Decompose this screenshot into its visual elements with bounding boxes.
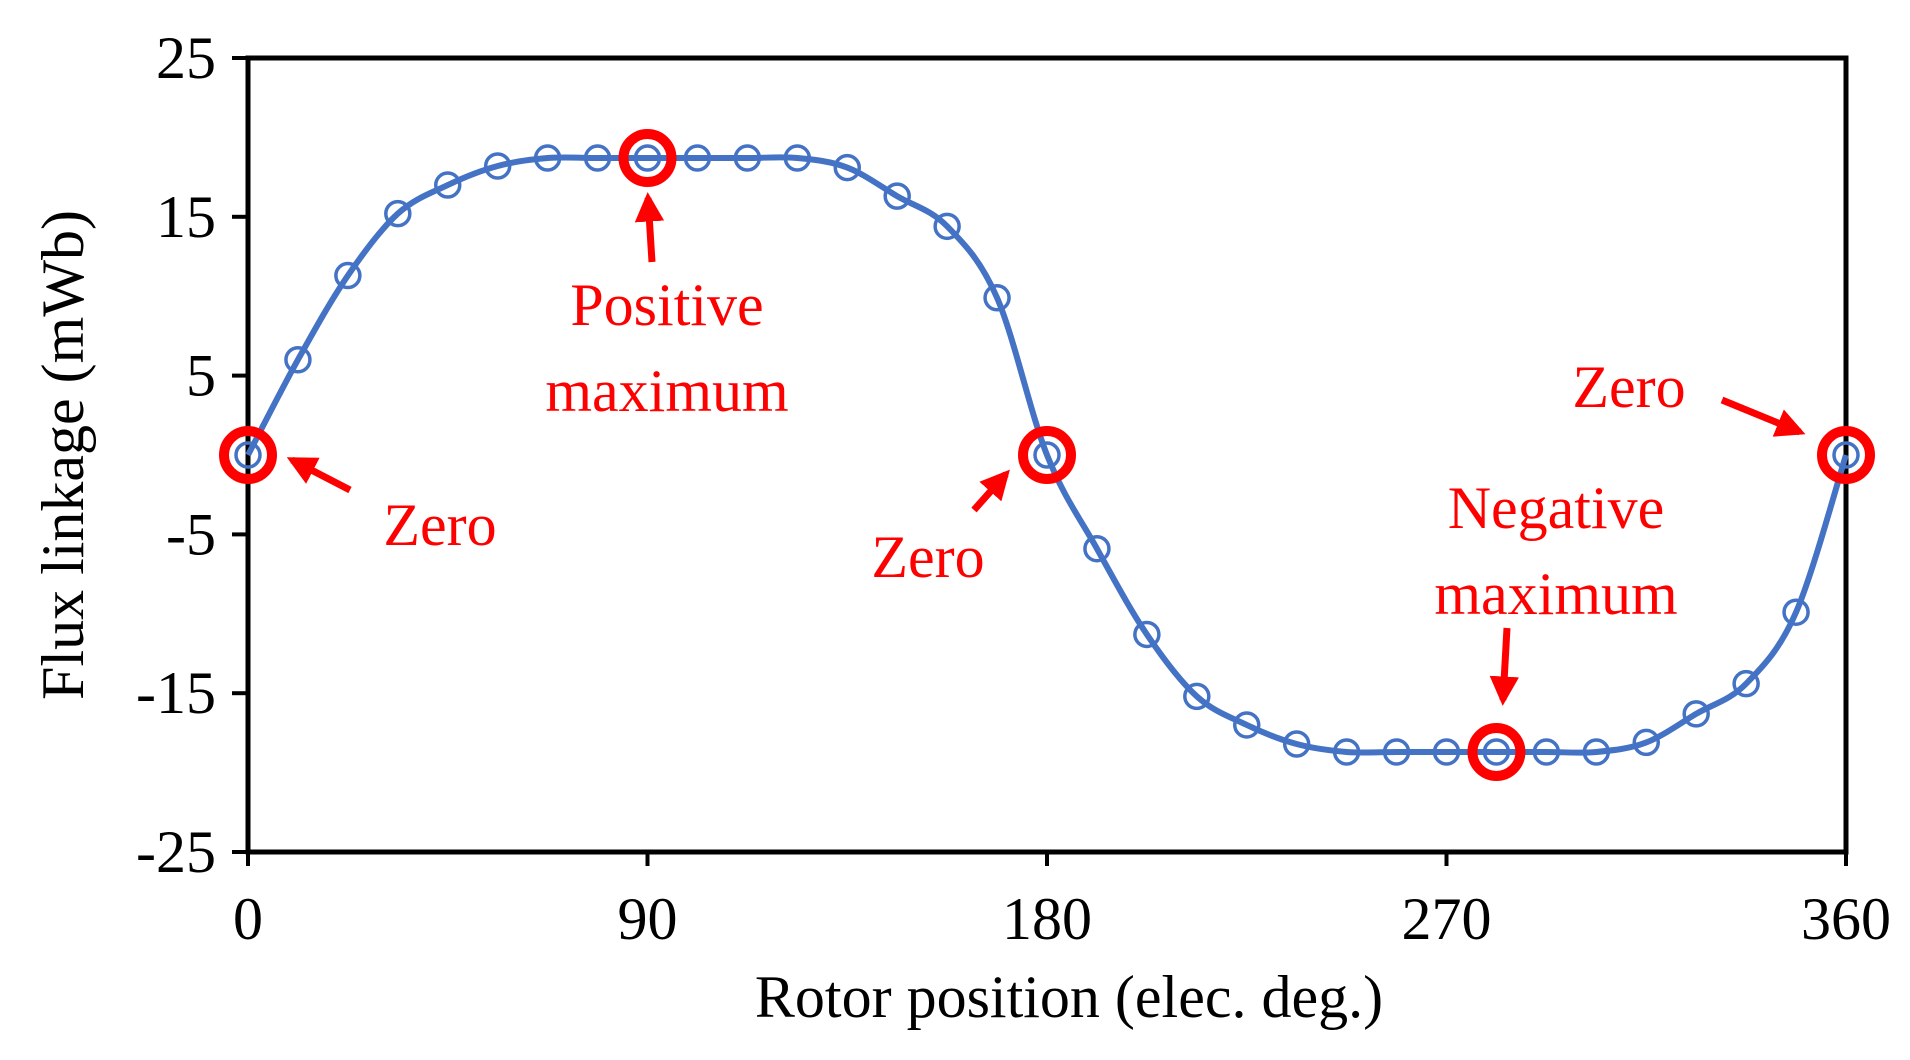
annotation-text: Zero <box>871 524 984 590</box>
y-tick-label: -15 <box>136 660 216 726</box>
annotation-arrow <box>1720 396 1806 437</box>
data-point-marker <box>683 144 712 172</box>
highlight-ring <box>1018 426 1076 484</box>
x-tick-label: 90 <box>618 886 678 952</box>
annotation-arrow <box>286 456 352 494</box>
data-point-marker <box>1432 738 1461 766</box>
axes: 25 15 5 -5 -15 -25 0 90 180 270 360 <box>136 25 1891 952</box>
x-tick-label: 270 <box>1402 886 1492 952</box>
data-point-marker <box>1083 534 1111 563</box>
data-point-marker <box>434 171 462 199</box>
x-tick-label: 0 <box>233 886 263 952</box>
annotation-layer: Zero Positive maximum Zero Negative maximum Ze… <box>286 192 1806 706</box>
data-point-marker <box>1133 620 1161 649</box>
data-point-marker <box>633 144 662 172</box>
annotation-text: Positive <box>570 272 763 338</box>
x-tick-label: 360 <box>1801 886 1891 952</box>
annotation-zero-180: Zero <box>871 469 1010 590</box>
data-point-marker <box>833 153 861 182</box>
data-point-marker <box>733 144 762 172</box>
highlight-layer <box>219 129 1875 781</box>
data-point-marker <box>783 144 812 172</box>
data-point-marker <box>334 261 362 290</box>
annotation-negative-maximum: Negative maximum <box>1434 475 1678 706</box>
data-point-marker <box>1183 682 1211 711</box>
data-point-marker <box>483 152 512 180</box>
annotation-text: Negative <box>1448 475 1665 541</box>
annotation-text: maximum <box>1434 561 1677 627</box>
annotation-arrow <box>1489 627 1519 706</box>
data-point-marker <box>1033 441 1061 469</box>
data-point-marker <box>384 199 412 228</box>
data-point-marker <box>1282 730 1311 758</box>
data-point-marker <box>234 441 262 469</box>
series-line <box>245 154 1849 756</box>
data-point-marker <box>1382 738 1411 766</box>
data-point-marker <box>1582 738 1611 766</box>
data-point-marker <box>1732 669 1760 698</box>
y-tick-label: 15 <box>156 184 216 250</box>
highlight-ring <box>618 129 677 188</box>
y-tick-label: -5 <box>166 501 216 567</box>
annotation-zero-360: Zero <box>1572 354 1806 437</box>
y-tick-label: -25 <box>136 819 216 885</box>
annotation-text: maximum <box>545 358 788 424</box>
data-point-marker <box>533 144 562 172</box>
data-point-marker <box>1332 738 1361 766</box>
data-point-marker <box>284 345 312 374</box>
highlight-ring <box>219 426 277 484</box>
data-point-marker <box>1632 728 1660 757</box>
data-point-marker <box>1482 738 1511 766</box>
annotation-arrow <box>634 192 665 263</box>
data-point-marker <box>1233 711 1261 739</box>
y-tick-label: 5 <box>186 343 216 409</box>
highlight-ring <box>1817 426 1875 484</box>
annotation-arrow <box>971 469 1010 513</box>
data-point-marker <box>983 284 1011 312</box>
annotation-positive-maximum: Positive maximum <box>545 192 789 424</box>
y-tick-label: 25 <box>156 25 216 91</box>
data-point-marker <box>1782 598 1810 626</box>
annotation-text: Zero <box>1572 354 1685 420</box>
series-layer <box>234 144 1860 766</box>
data-point-marker <box>1832 441 1860 469</box>
highlight-ring <box>1467 722 1526 781</box>
data-point-marker <box>1532 738 1561 766</box>
data-point-marker <box>1682 700 1710 728</box>
annotation-text: Zero <box>383 492 496 558</box>
data-point-marker <box>933 212 961 241</box>
data-point-marker <box>583 144 612 172</box>
data-point-marker <box>883 182 911 210</box>
x-axis-title: Rotor position (elec. deg.) <box>755 964 1383 1030</box>
x-tick-label: 180 <box>1002 886 1092 952</box>
y-axis-title: Flux linkage (mWb) <box>30 210 96 700</box>
annotation-zero-0: Zero <box>286 456 497 558</box>
